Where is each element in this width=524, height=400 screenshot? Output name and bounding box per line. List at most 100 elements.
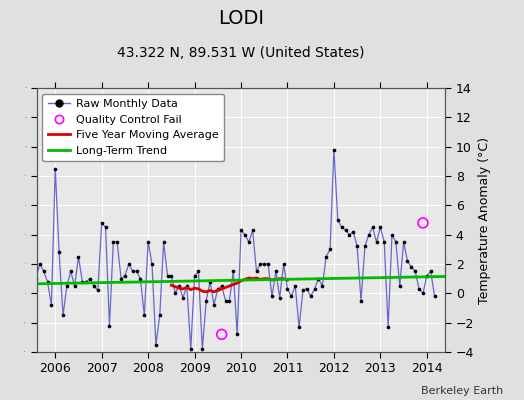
Point xyxy=(415,286,423,292)
Point xyxy=(136,276,145,282)
Point xyxy=(140,312,148,318)
Point xyxy=(353,243,362,250)
Point xyxy=(117,276,125,282)
Point xyxy=(229,268,237,274)
Point xyxy=(388,232,396,238)
Point xyxy=(187,346,195,352)
Point xyxy=(427,268,435,274)
Point xyxy=(283,286,292,292)
Point xyxy=(299,287,307,294)
Point xyxy=(407,264,416,270)
Point xyxy=(345,232,354,238)
Point xyxy=(59,312,67,318)
Point xyxy=(361,243,369,250)
Point xyxy=(78,278,86,285)
Point xyxy=(237,227,245,234)
Point xyxy=(101,224,110,230)
Point xyxy=(264,261,272,267)
Point xyxy=(241,232,249,238)
Point xyxy=(175,283,183,289)
Point xyxy=(156,312,164,318)
Point xyxy=(279,261,288,267)
Point xyxy=(314,276,323,282)
Point xyxy=(310,286,319,292)
Point xyxy=(260,261,268,267)
Point xyxy=(198,346,206,352)
Point xyxy=(217,283,226,289)
Point xyxy=(125,261,133,267)
Y-axis label: Temperature Anomaly (°C): Temperature Anomaly (°C) xyxy=(478,136,492,304)
Point xyxy=(159,239,168,245)
Point xyxy=(221,298,230,304)
Point xyxy=(217,331,226,338)
Point xyxy=(337,224,346,230)
Point xyxy=(214,286,222,292)
Point xyxy=(322,254,330,260)
Point xyxy=(51,166,59,172)
Point xyxy=(148,261,156,267)
Point xyxy=(163,272,172,279)
Point xyxy=(233,331,242,338)
Point xyxy=(82,278,91,285)
Point xyxy=(396,283,404,289)
Point xyxy=(70,283,79,289)
Point xyxy=(384,324,392,330)
Point xyxy=(357,298,365,304)
Point xyxy=(295,324,303,330)
Point xyxy=(67,268,75,274)
Point xyxy=(63,283,71,289)
Point xyxy=(206,278,214,285)
Point xyxy=(256,261,265,267)
Point xyxy=(171,290,179,296)
Point xyxy=(225,298,234,304)
Point xyxy=(330,146,338,153)
Point xyxy=(391,239,400,245)
Point xyxy=(39,268,48,274)
Point xyxy=(430,293,439,300)
Point xyxy=(31,276,40,282)
Point xyxy=(113,239,122,245)
Point xyxy=(303,286,311,292)
Point xyxy=(245,239,253,245)
Point xyxy=(105,322,114,329)
Point xyxy=(94,287,102,294)
Point xyxy=(326,246,334,252)
Point xyxy=(253,268,261,274)
Text: Berkeley Earth: Berkeley Earth xyxy=(421,386,503,396)
Point xyxy=(419,220,427,226)
Point xyxy=(86,276,94,282)
Point xyxy=(210,302,218,308)
Point xyxy=(74,254,83,260)
Point xyxy=(36,261,44,267)
Point xyxy=(128,268,137,274)
Point xyxy=(47,302,56,308)
Point xyxy=(380,239,388,245)
Point xyxy=(268,293,276,300)
Point xyxy=(334,217,342,223)
Point xyxy=(368,224,377,230)
Point xyxy=(194,268,203,274)
Legend: Raw Monthly Data, Quality Control Fail, Five Year Moving Average, Long-Term Tren: Raw Monthly Data, Quality Control Fail, … xyxy=(42,94,224,161)
Point xyxy=(152,342,160,348)
Point xyxy=(167,272,176,279)
Point xyxy=(349,228,357,235)
Point xyxy=(376,224,385,230)
Point xyxy=(133,268,141,274)
Point xyxy=(276,294,284,301)
Point xyxy=(341,227,350,234)
Point xyxy=(144,239,152,245)
Point xyxy=(90,283,98,289)
Point xyxy=(411,268,419,274)
Point xyxy=(318,283,326,289)
Point xyxy=(271,268,280,274)
Point xyxy=(43,278,52,285)
Point xyxy=(403,258,412,264)
Point xyxy=(365,232,373,238)
Point xyxy=(248,227,257,234)
Point xyxy=(291,283,299,289)
Point xyxy=(202,298,211,304)
Point xyxy=(399,239,408,245)
Point xyxy=(373,239,381,245)
Point xyxy=(287,293,296,300)
Point xyxy=(97,220,106,226)
